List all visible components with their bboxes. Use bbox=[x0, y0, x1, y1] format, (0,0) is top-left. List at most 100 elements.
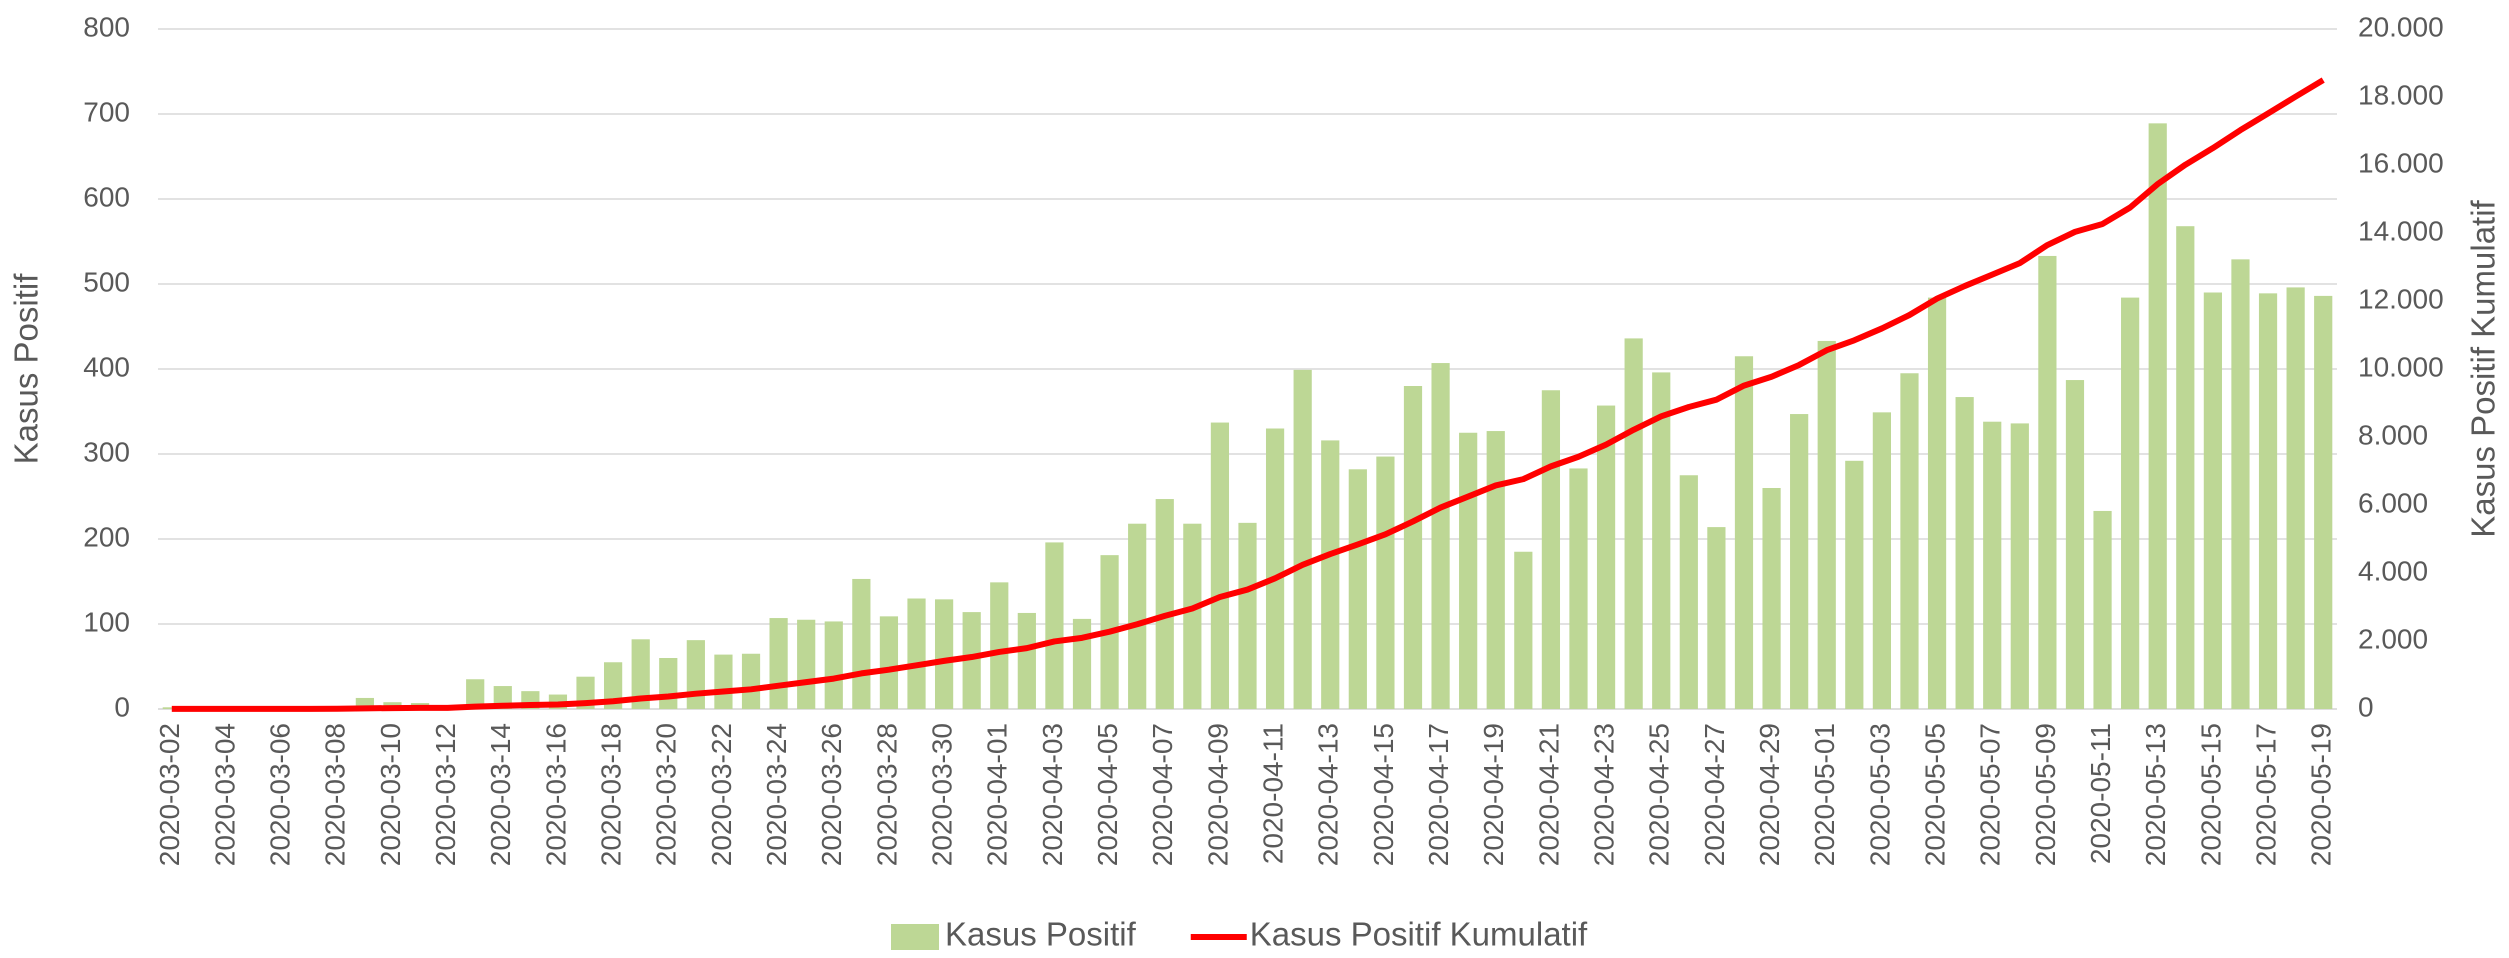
bar bbox=[2038, 255, 2057, 709]
x-tick-label: 2020-03-10 bbox=[375, 723, 406, 866]
x-tick-label: 2020-04-03 bbox=[1037, 723, 1068, 866]
bar bbox=[1321, 440, 1340, 709]
y2-tick-label: 2.000 bbox=[2358, 623, 2428, 654]
bar bbox=[962, 612, 981, 709]
x-tick-label: 2020-03-30 bbox=[926, 723, 957, 866]
x-tick-label: 2020-03-02 bbox=[154, 723, 185, 866]
y-tick-label: 200 bbox=[83, 521, 130, 552]
bar bbox=[1265, 428, 1285, 709]
bar bbox=[1210, 422, 1230, 709]
x-tick-label: 2020-05-03 bbox=[1864, 723, 1895, 866]
x-tick-label: 2020-05-01 bbox=[1809, 723, 1840, 866]
x-tick-label: 2020-05-09 bbox=[2030, 723, 2061, 866]
bar bbox=[1541, 390, 1561, 709]
bar bbox=[769, 618, 788, 709]
bar bbox=[1238, 522, 1257, 709]
bar bbox=[1128, 523, 1147, 709]
bar bbox=[2010, 423, 2029, 709]
x-tick-label: 2020-04-07 bbox=[1147, 723, 1178, 866]
x-tick-label: 2020-05-07 bbox=[1975, 723, 2006, 866]
x-tick-label: 2020-04-15 bbox=[1368, 723, 1399, 866]
bar bbox=[990, 582, 1009, 709]
bar bbox=[1955, 397, 1974, 709]
x-tick-label: 2020-03-18 bbox=[595, 723, 626, 866]
bar bbox=[1790, 414, 1809, 709]
y2-tick-label: 4.000 bbox=[2358, 555, 2428, 586]
bar bbox=[714, 654, 733, 709]
x-tick-label: 2020-03-28 bbox=[871, 723, 902, 866]
x-tick-label: 2020-04-19 bbox=[1478, 723, 1509, 866]
bar bbox=[2065, 380, 2085, 709]
x-tick-label: 2020-04-09 bbox=[1202, 723, 1233, 866]
bar bbox=[2314, 295, 2333, 709]
y2-tick-label: 10.000 bbox=[2358, 351, 2444, 382]
legend-label: Kasus Positif Kumulatif bbox=[1250, 916, 1588, 953]
bar bbox=[1927, 297, 1947, 709]
legend-label: Kasus Positif bbox=[945, 916, 1137, 953]
x-tick-label: 2020-04-13 bbox=[1313, 723, 1344, 866]
x-tick-label: 2020-03-16 bbox=[540, 723, 571, 866]
y-tick-label: 100 bbox=[83, 606, 130, 637]
bar bbox=[1679, 475, 1698, 709]
bar bbox=[604, 662, 623, 709]
bar bbox=[1183, 523, 1202, 709]
bar bbox=[2121, 297, 2140, 709]
bar bbox=[659, 658, 678, 709]
bar bbox=[466, 679, 485, 709]
y2-tick-label: 6.000 bbox=[2358, 487, 2428, 518]
bar bbox=[1155, 499, 1174, 709]
x-tick-label: 2020-04-25 bbox=[1644, 723, 1675, 866]
bar bbox=[2286, 287, 2305, 709]
bar bbox=[1734, 356, 1754, 709]
bar bbox=[1762, 488, 1781, 709]
y-axis-title: Kasus Positif bbox=[8, 273, 45, 465]
x-tick-label: 2020-03-14 bbox=[485, 723, 516, 866]
y2-tick-label: 12.000 bbox=[2358, 283, 2444, 314]
bar bbox=[1045, 542, 1064, 709]
y-tick-label: 0 bbox=[114, 691, 130, 722]
bar bbox=[1652, 372, 1671, 709]
y-tick-label: 400 bbox=[83, 351, 130, 382]
x-tick-label: 2020-05-19 bbox=[2306, 723, 2337, 866]
bar bbox=[1348, 469, 1367, 709]
y-tick-label: 800 bbox=[83, 11, 130, 42]
y2-tick-label: 20.000 bbox=[2358, 11, 2444, 42]
y2-tick-label: 14.000 bbox=[2358, 215, 2444, 246]
bar bbox=[1403, 386, 1423, 709]
bar bbox=[1872, 412, 1891, 709]
x-tick-label: 2020-03-12 bbox=[430, 723, 461, 866]
y2-tick-label: 8.000 bbox=[2358, 419, 2428, 450]
bar bbox=[934, 599, 954, 709]
bar bbox=[852, 578, 871, 709]
bar bbox=[1459, 432, 1478, 709]
x-tick-label: 2020-05-15 bbox=[2195, 723, 2226, 866]
x-tick-label: 2020-05-11 bbox=[2085, 723, 2116, 864]
y2-tick-label: 18.000 bbox=[2358, 79, 2444, 110]
bar bbox=[1817, 340, 1836, 709]
x-tick-label: 2020-04-11 bbox=[1257, 723, 1288, 864]
x-tick-label: 2020-04-17 bbox=[1423, 723, 1454, 866]
bar bbox=[631, 639, 650, 709]
bar bbox=[824, 621, 843, 709]
bar bbox=[797, 619, 816, 709]
x-tick-label: 2020-05-13 bbox=[2140, 723, 2171, 866]
x-tick-label: 2020-03-08 bbox=[320, 723, 351, 866]
x-tick-label: 2020-03-06 bbox=[265, 723, 296, 866]
x-tick-label: 2020-04-01 bbox=[982, 723, 1013, 866]
y-tick-label: 600 bbox=[83, 181, 130, 212]
x-tick-label: 2020-03-24 bbox=[761, 723, 792, 866]
bar bbox=[741, 653, 761, 709]
x-tick-label: 2020-04-05 bbox=[1092, 723, 1123, 866]
bar bbox=[2203, 292, 2222, 709]
x-tick-label: 2020-03-04 bbox=[209, 723, 240, 866]
bar bbox=[2231, 259, 2250, 709]
y-tick-label: 500 bbox=[83, 266, 130, 297]
bar bbox=[1569, 468, 1588, 709]
x-tick-label: 2020-03-20 bbox=[651, 723, 682, 866]
bar bbox=[1072, 618, 1092, 709]
bar bbox=[2258, 293, 2278, 709]
x-tick-label: 2020-04-23 bbox=[1588, 723, 1619, 866]
bar bbox=[1293, 369, 1312, 709]
bar bbox=[1596, 405, 1616, 709]
